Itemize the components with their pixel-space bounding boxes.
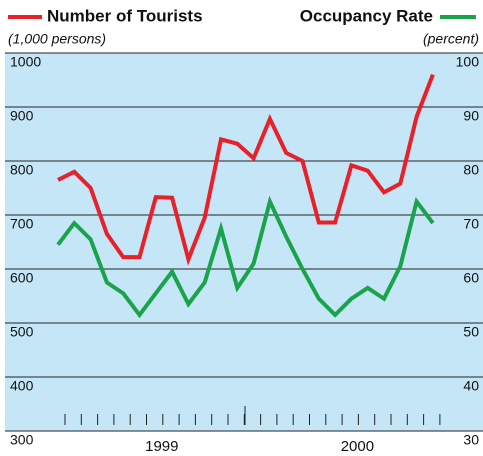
- y2-tick-label: 50: [463, 324, 479, 340]
- x-tick-label: 1999: [145, 438, 178, 455]
- y-tick-label: 800: [10, 162, 34, 178]
- y-tick-label: 1000: [10, 54, 41, 70]
- y2-tick-label: 70: [463, 216, 479, 232]
- y2-tick-label: 60: [463, 270, 479, 286]
- y-tick-label: 700: [10, 216, 34, 232]
- x-tick-label: 2000: [341, 438, 374, 455]
- y-tick-label: 400: [10, 378, 34, 394]
- y-tick-label: 500: [10, 324, 34, 340]
- y2-tick-label: 80: [463, 162, 479, 178]
- y2-axis-label: (percent): [423, 31, 479, 47]
- legend-label: Occupancy Rate: [300, 6, 433, 25]
- y2-tick-label: 40: [463, 378, 479, 394]
- y-axis-label: (1,000 persons): [8, 31, 106, 47]
- y-tick-label: 900: [10, 108, 34, 124]
- y-tick-label: 600: [10, 270, 34, 286]
- y2-tick-label: 100: [456, 54, 480, 70]
- series-line: [56, 195, 435, 319]
- series-line: [57, 73, 435, 266]
- legend-label: Number of Tourists: [47, 6, 203, 25]
- y2-tick-label: 30: [463, 432, 479, 448]
- plot-area: [5, 53, 483, 431]
- y2-tick-label: 90: [463, 108, 479, 124]
- y-tick-label: 300: [10, 432, 34, 448]
